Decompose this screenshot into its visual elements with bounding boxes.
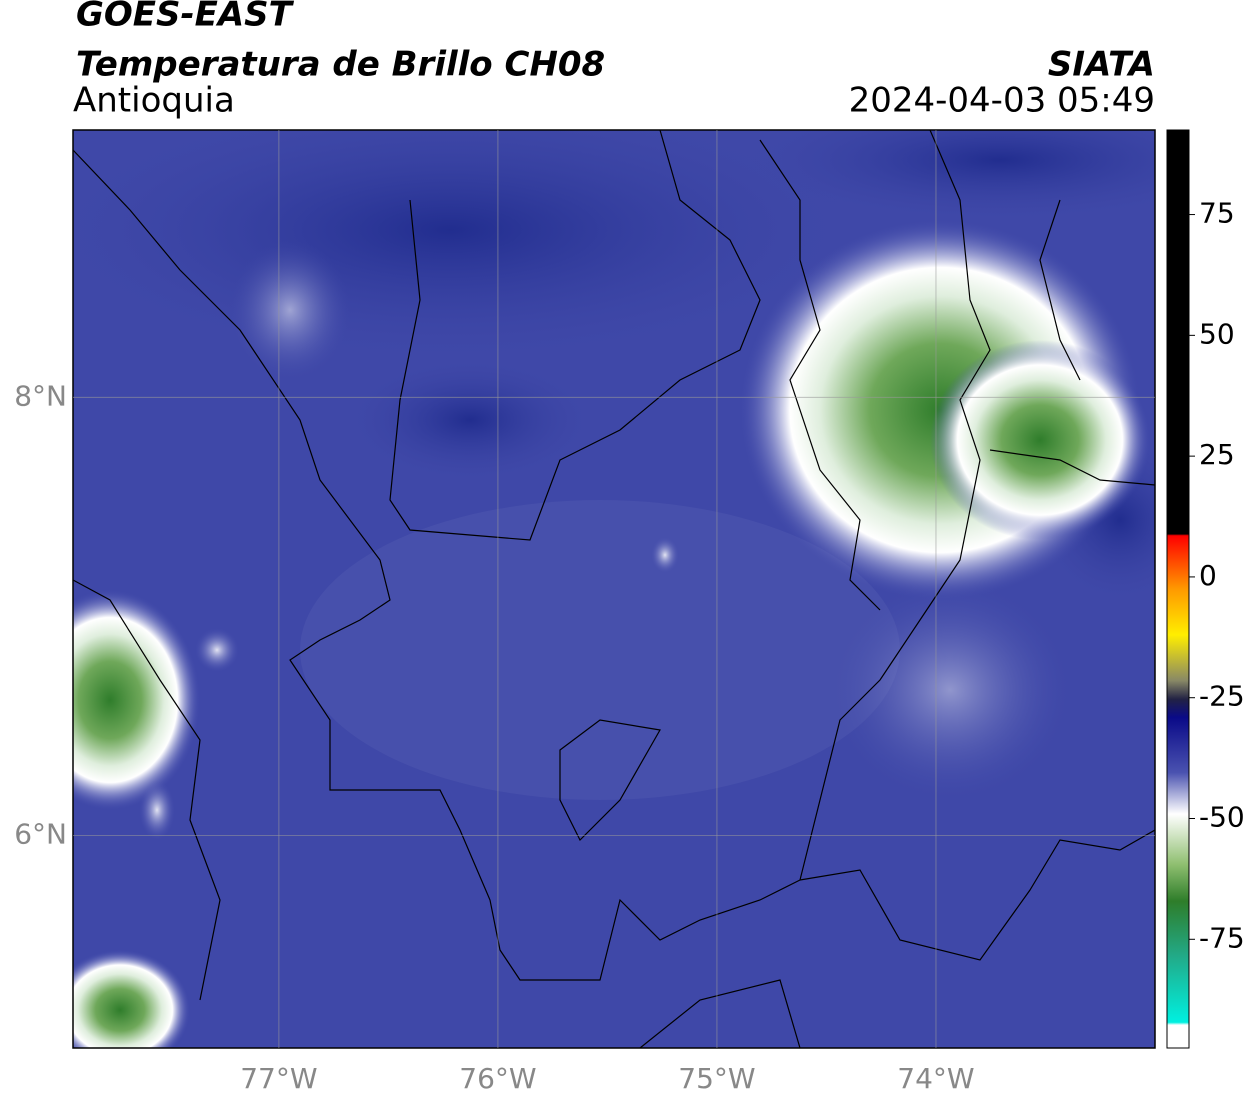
x-tick-label: 76°W bbox=[459, 1062, 536, 1095]
colorbar-tick-label: 75 bbox=[1199, 197, 1235, 230]
colorbar-tick-label: -25 bbox=[1199, 680, 1245, 713]
colorbar-tick-label: 50 bbox=[1199, 317, 1235, 350]
map-frame bbox=[72, 129, 1156, 1049]
colorbar bbox=[1166, 129, 1190, 1049]
x-tick-label: 77°W bbox=[240, 1062, 317, 1095]
subtitle: Temperatura de Brillo CH08 bbox=[76, 45, 605, 85]
source: SIATA bbox=[1048, 45, 1155, 85]
x-tick-label: 75°W bbox=[678, 1062, 755, 1095]
y-tick-label: 8°N bbox=[14, 379, 67, 412]
y-tick-label: 6°N bbox=[14, 817, 67, 850]
colorbar-tick-label: -50 bbox=[1199, 801, 1245, 834]
colorbar-tick-label: 25 bbox=[1199, 438, 1235, 471]
title: GOES-EAST bbox=[76, 0, 295, 35]
region: Antioquia bbox=[73, 81, 235, 121]
map-image bbox=[73, 130, 1155, 1048]
datetime: 2024-04-03 05:49 bbox=[849, 81, 1155, 121]
colorbar-tick-label: 0 bbox=[1199, 559, 1217, 592]
x-tick-label: 74°W bbox=[897, 1062, 974, 1095]
colorbar-tick-label: -75 bbox=[1199, 921, 1245, 954]
